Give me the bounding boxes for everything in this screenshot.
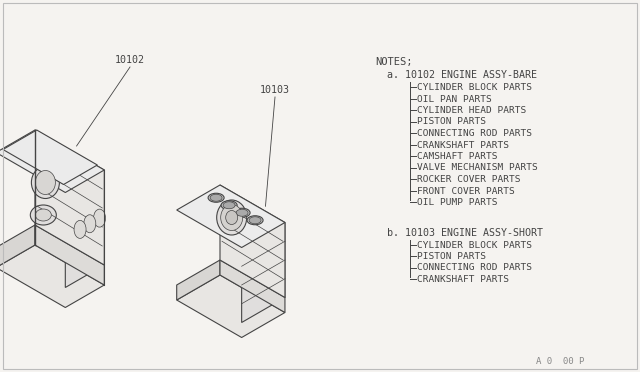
Ellipse shape bbox=[93, 209, 106, 227]
Polygon shape bbox=[35, 225, 104, 285]
Ellipse shape bbox=[35, 170, 56, 195]
Ellipse shape bbox=[84, 215, 96, 233]
Ellipse shape bbox=[74, 220, 86, 238]
Text: b. 10103 ENGINE ASSY-SHORT: b. 10103 ENGINE ASSY-SHORT bbox=[387, 228, 543, 237]
Text: CYLINDER HEAD PARTS: CYLINDER HEAD PARTS bbox=[417, 106, 526, 115]
Ellipse shape bbox=[223, 202, 235, 209]
Polygon shape bbox=[220, 185, 285, 298]
Text: CYLINDER BLOCK PARTS: CYLINDER BLOCK PARTS bbox=[417, 83, 532, 92]
Text: FRONT COVER PARTS: FRONT COVER PARTS bbox=[417, 186, 515, 196]
Polygon shape bbox=[177, 185, 285, 247]
Polygon shape bbox=[3, 130, 97, 185]
Text: NOTES;: NOTES; bbox=[375, 57, 413, 67]
Text: a. 10102 ENGINE ASSY-BARE: a. 10102 ENGINE ASSY-BARE bbox=[387, 70, 537, 80]
Ellipse shape bbox=[247, 216, 263, 225]
Ellipse shape bbox=[226, 211, 237, 224]
Text: OIL PUMP PARTS: OIL PUMP PARTS bbox=[417, 198, 497, 207]
Polygon shape bbox=[35, 130, 104, 265]
Ellipse shape bbox=[236, 209, 248, 216]
Ellipse shape bbox=[221, 205, 243, 231]
Text: CAMSHAFT PARTS: CAMSHAFT PARTS bbox=[417, 152, 497, 161]
Text: PISTON PARTS: PISTON PARTS bbox=[417, 118, 486, 126]
Text: A 0  00 P: A 0 00 P bbox=[536, 357, 584, 366]
Ellipse shape bbox=[221, 201, 237, 210]
Text: 10103: 10103 bbox=[260, 85, 290, 95]
Ellipse shape bbox=[210, 194, 222, 201]
Ellipse shape bbox=[208, 193, 224, 202]
Ellipse shape bbox=[30, 205, 56, 225]
Polygon shape bbox=[0, 225, 35, 267]
Text: PISTON PARTS: PISTON PARTS bbox=[417, 252, 486, 261]
Text: ROCKER COVER PARTS: ROCKER COVER PARTS bbox=[417, 175, 520, 184]
Polygon shape bbox=[0, 130, 104, 192]
Polygon shape bbox=[242, 222, 285, 323]
Text: OIL PAN PARTS: OIL PAN PARTS bbox=[417, 94, 492, 103]
Ellipse shape bbox=[249, 217, 261, 224]
Polygon shape bbox=[0, 245, 104, 308]
Polygon shape bbox=[220, 260, 285, 312]
Ellipse shape bbox=[31, 167, 60, 199]
Text: CONNECTING ROD PARTS: CONNECTING ROD PARTS bbox=[417, 129, 532, 138]
Ellipse shape bbox=[35, 209, 51, 221]
Polygon shape bbox=[177, 260, 220, 300]
Text: 10102: 10102 bbox=[115, 55, 145, 65]
Text: CYLINDER BLOCK PARTS: CYLINDER BLOCK PARTS bbox=[417, 241, 532, 250]
Text: CRANKSHAFT PARTS: CRANKSHAFT PARTS bbox=[417, 141, 509, 150]
Text: CRANKSHAFT PARTS: CRANKSHAFT PARTS bbox=[417, 275, 509, 284]
Polygon shape bbox=[65, 170, 104, 288]
Ellipse shape bbox=[234, 208, 250, 217]
Text: VALVE MECHANISM PARTS: VALVE MECHANISM PARTS bbox=[417, 164, 538, 173]
Ellipse shape bbox=[217, 200, 246, 235]
Polygon shape bbox=[177, 275, 285, 337]
Text: CONNECTING ROD PARTS: CONNECTING ROD PARTS bbox=[417, 263, 532, 273]
